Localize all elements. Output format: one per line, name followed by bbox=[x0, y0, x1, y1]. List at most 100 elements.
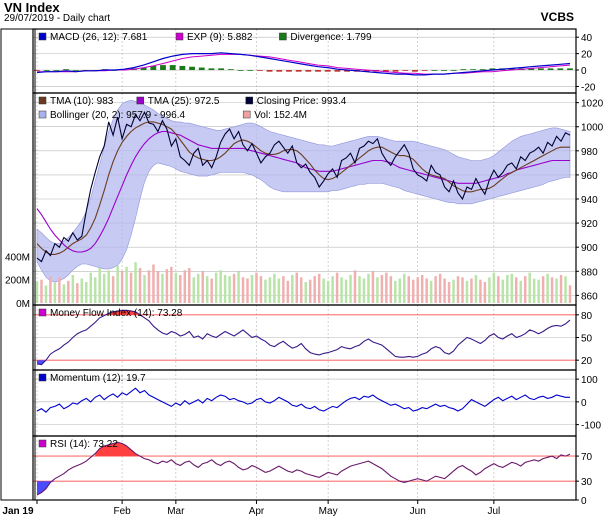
macd-divergence-bar bbox=[547, 68, 554, 71]
volume-bar bbox=[170, 266, 173, 303]
volume-bar bbox=[76, 283, 79, 303]
volume-bar bbox=[300, 277, 303, 303]
volume-bar bbox=[434, 276, 437, 303]
price-legend-swatch bbox=[245, 96, 254, 105]
volume-bar bbox=[71, 275, 75, 303]
volume-bar bbox=[286, 280, 290, 303]
volume-bar bbox=[550, 277, 554, 303]
momentum-legend-swatch bbox=[38, 373, 47, 382]
volume-bar bbox=[49, 276, 52, 303]
volume-bar bbox=[264, 279, 267, 303]
volume-bar bbox=[205, 276, 209, 303]
volume-bar bbox=[326, 280, 330, 303]
volume-bar bbox=[53, 282, 57, 303]
volume-bar bbox=[443, 278, 446, 303]
macd-divergence-bar bbox=[344, 70, 351, 72]
x-axis-label: May bbox=[319, 506, 338, 517]
volume-bar bbox=[519, 280, 522, 303]
volume-bar bbox=[111, 276, 115, 303]
volume-bar bbox=[474, 275, 478, 303]
macd-axis-tick-label: -20 bbox=[581, 82, 596, 93]
price-axis-tick-label: 960 bbox=[581, 171, 598, 182]
volume-bar bbox=[241, 277, 245, 303]
macd-divergence-bar bbox=[227, 69, 234, 71]
macd-signal-line bbox=[37, 53, 571, 75]
volume-bar bbox=[362, 278, 366, 303]
macd-divergence-bar bbox=[247, 70, 254, 71]
x-axis-label: Mar bbox=[167, 506, 185, 517]
macd-divergence-bar bbox=[179, 65, 186, 71]
macd-legend-label: MACD (26, 12): 7.681 bbox=[50, 32, 148, 43]
volume-bar bbox=[564, 276, 567, 303]
volume-axis-label: 400M bbox=[5, 252, 30, 263]
x-axis-label: Jul bbox=[487, 506, 500, 517]
macd-divergence-bar bbox=[237, 70, 244, 71]
volume-bar bbox=[223, 275, 227, 303]
macd-divergence-bar bbox=[431, 70, 438, 71]
closing-price-line bbox=[36, 111, 571, 263]
volume-bar bbox=[295, 272, 299, 303]
volume-bar bbox=[152, 264, 155, 303]
volume-bar bbox=[188, 268, 191, 303]
macd-legend-label: EXP (9): 5.882 bbox=[187, 32, 253, 43]
volume-bar bbox=[120, 271, 124, 303]
macd-divergence-bar bbox=[189, 66, 195, 71]
price-legend-swatch bbox=[38, 110, 47, 119]
volume-bar bbox=[268, 277, 272, 303]
volume-bar bbox=[380, 275, 384, 303]
macd-divergence-bar bbox=[256, 70, 263, 71]
volume-axis-label: 200M bbox=[5, 276, 30, 287]
volume-bar bbox=[98, 268, 101, 303]
volume-bar bbox=[58, 277, 61, 303]
volume-bar bbox=[116, 265, 119, 303]
volume-bar bbox=[331, 276, 334, 303]
bollinger-band bbox=[36, 99, 571, 283]
macd-divergence-bar bbox=[276, 70, 283, 72]
volume-bar bbox=[546, 273, 549, 303]
macd-divergence-bar bbox=[150, 65, 157, 71]
volume-bar bbox=[67, 280, 70, 303]
macd-divergence-bar bbox=[208, 68, 215, 71]
macd-divergence-bar bbox=[489, 68, 496, 71]
volume-bar bbox=[510, 273, 514, 303]
volume-bar bbox=[358, 276, 361, 303]
price-legend-label: Closing Price: 993.4 bbox=[257, 96, 347, 107]
macd-divergence-bar bbox=[382, 70, 389, 72]
volume-bar bbox=[344, 279, 348, 303]
macd-legend-swatch bbox=[38, 32, 47, 41]
macd-divergence-bar bbox=[421, 70, 428, 71]
macd-divergence-bar bbox=[140, 67, 147, 71]
volume-bar bbox=[196, 273, 200, 303]
rsi-oversold-fill bbox=[37, 481, 409, 495]
volume-bar bbox=[559, 275, 563, 303]
momentum-axis-tick-label: 100 bbox=[581, 375, 598, 386]
volume-bar bbox=[40, 279, 43, 303]
macd-divergence-bar bbox=[538, 68, 544, 71]
volume-bar bbox=[308, 279, 312, 303]
price-axis-tick-label: 1020 bbox=[581, 99, 604, 110]
price-axis-tick-label: 860 bbox=[581, 291, 598, 302]
rsi-legend-label: RSI (14): 73.22 bbox=[50, 439, 118, 450]
volume-bar bbox=[398, 278, 402, 303]
title: VN Index bbox=[4, 0, 60, 15]
mfi-legend-swatch bbox=[38, 308, 47, 317]
x-axis-label: Jan 19 bbox=[2, 506, 34, 517]
volume-bar bbox=[228, 276, 231, 303]
volume-bar bbox=[438, 273, 442, 303]
volume-bar bbox=[214, 272, 218, 303]
volume-bar bbox=[255, 272, 258, 303]
volume-bar bbox=[371, 271, 375, 303]
rsi-overbought-fill bbox=[95, 442, 570, 457]
volume-bar bbox=[456, 276, 460, 303]
source-label: VCBS bbox=[540, 10, 574, 24]
macd-divergence-bar bbox=[412, 70, 418, 72]
volume-bar bbox=[161, 273, 164, 303]
volume-bar bbox=[403, 273, 406, 303]
volume-bar bbox=[425, 278, 428, 303]
volume-bar bbox=[349, 275, 352, 303]
volume-bar bbox=[277, 278, 281, 303]
macd-axis-tick-label: 20 bbox=[581, 50, 593, 61]
macd-divergence-bar bbox=[53, 70, 60, 71]
volume-bar bbox=[210, 278, 213, 303]
macd-divergence-bar bbox=[305, 70, 312, 72]
